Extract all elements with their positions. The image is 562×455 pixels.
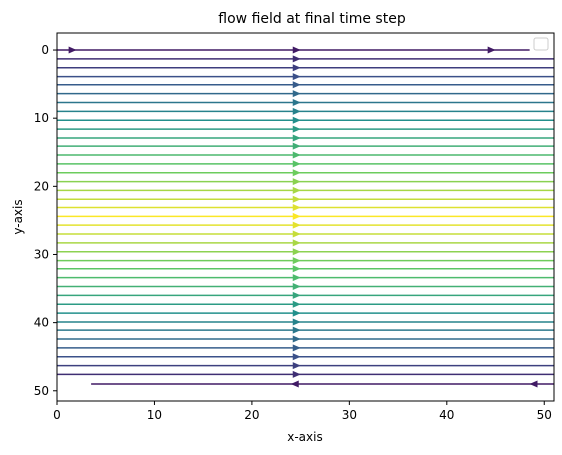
x-axis-label: x-axis: [287, 430, 322, 444]
x-tick-label: 20: [244, 408, 259, 422]
flow-arrow: [292, 300, 301, 308]
flow-arrow: [292, 265, 301, 273]
flow-arrow: [68, 46, 77, 54]
y-tick-label: 20: [34, 179, 49, 193]
flow-arrow: [292, 230, 301, 238]
y-tick-label: 10: [34, 111, 49, 125]
flow-arrow: [292, 81, 301, 89]
flow-arrow: [292, 151, 301, 159]
flow-arrow: [292, 195, 301, 203]
x-tick-label: 40: [439, 408, 454, 422]
flow-arrow: [292, 248, 301, 256]
flow-arrow: [292, 221, 301, 229]
y-tick-label: 0: [41, 43, 49, 57]
flow-arrow: [292, 283, 301, 291]
flow-arrow: [292, 107, 301, 115]
x-tick-label: 0: [53, 408, 61, 422]
flow-arrow: [292, 362, 301, 370]
y-tick-label: 50: [34, 384, 49, 398]
flow-arrow: [292, 99, 301, 107]
y-axis-ticks: 0 10 20 30 40 50: [34, 43, 57, 398]
x-tick-label: 10: [147, 408, 162, 422]
flow-arrow: [292, 90, 301, 98]
y-axis-label: y-axis: [11, 199, 25, 234]
streamlines: [57, 46, 554, 388]
flow-arrow: [292, 291, 301, 299]
plot-frame: [56, 32, 555, 402]
flow-arrow: [292, 142, 301, 150]
x-axis-ticks: 0 10 20 30 40 50: [53, 401, 552, 422]
flow-arrow: [292, 178, 301, 186]
flow-arrow: [292, 344, 301, 352]
flow-arrow: [292, 46, 301, 54]
flow-arrow: [292, 239, 301, 247]
flow-arrow: [292, 160, 301, 168]
legend-box: [533, 37, 549, 51]
flow-arrow: [529, 380, 538, 388]
flow-arrow: [292, 64, 301, 72]
flow-arrow: [292, 186, 301, 194]
flow-arrow: [290, 380, 299, 388]
flow-arrow: [292, 203, 301, 211]
flow-arrow: [292, 134, 301, 142]
flow-arrow: [292, 212, 301, 220]
flow-arrow: [292, 116, 301, 124]
flow-arrow: [292, 73, 301, 81]
flow-arrow: [292, 309, 301, 317]
flow-arrow: [292, 326, 301, 334]
chart-title: flow field at final time step: [218, 11, 406, 27]
flow-arrow: [292, 353, 301, 361]
y-tick-label: 30: [34, 247, 49, 261]
x-tick-label: 30: [342, 408, 357, 422]
flow-arrow: [292, 257, 301, 265]
flow-arrow: [292, 55, 301, 63]
flow-arrow: [292, 318, 301, 326]
x-tick-label: 50: [537, 408, 552, 422]
flow-arrow: [292, 335, 301, 343]
flow-arrow: [292, 169, 301, 177]
flow-arrow: [292, 125, 301, 133]
flow-arrow: [487, 46, 496, 54]
y-tick-label: 40: [34, 316, 49, 330]
flow-arrow: [292, 274, 301, 282]
flow-arrow: [292, 370, 301, 378]
